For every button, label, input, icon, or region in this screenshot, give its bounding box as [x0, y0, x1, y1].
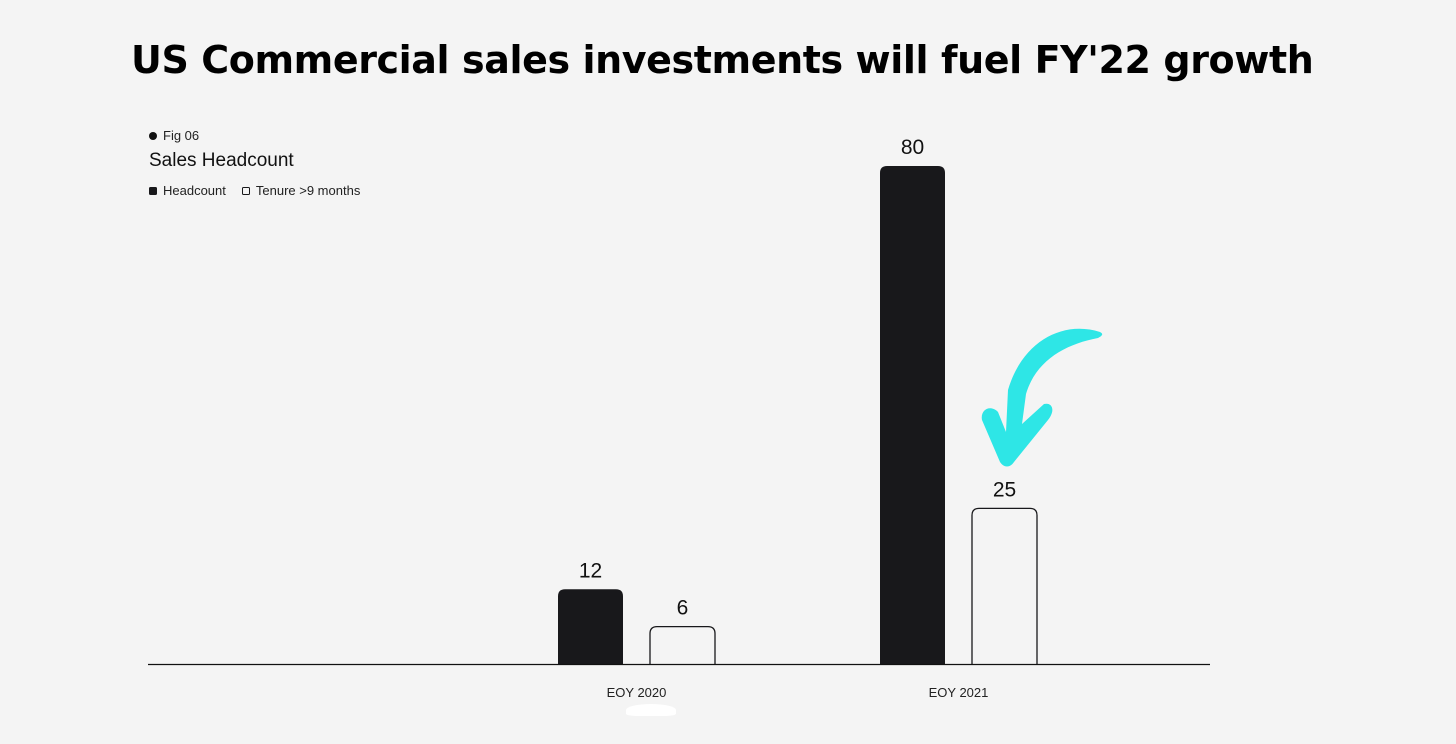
legend-filled-square-icon — [149, 186, 157, 195]
legend-item-tenure: Tenure >9 months — [241, 183, 361, 198]
legend-label-headcount: Headcount — [163, 183, 226, 198]
white-smudge — [626, 704, 676, 716]
x-tick-label: EOY 2020 — [607, 685, 667, 700]
bullet-dot-icon — [149, 131, 157, 140]
legend-item-headcount: Headcount — [149, 183, 226, 198]
bar-headcount-eoy-2021 — [880, 166, 945, 664]
legend-label-tenure: Tenure >9 months — [255, 183, 361, 198]
bar-tenure-eoy-2020 — [649, 626, 716, 664]
chart-legend: Headcount Tenure >9 months — [149, 183, 360, 198]
data-label: 6 — [677, 597, 689, 620]
chart-title: Sales Headcount — [149, 150, 294, 171]
curved-arrow-icon — [981, 328, 1103, 467]
figure-tag: Fig 06 — [149, 128, 199, 143]
data-label: 25 — [993, 478, 1016, 501]
legend-outline-square-icon — [241, 186, 250, 195]
bar-headcount-eoy-2020 — [558, 589, 623, 664]
bar-tenure-eoy-2021 — [971, 507, 1038, 664]
page-headline: US Commercial sales investments will fue… — [131, 38, 1314, 82]
data-label: 12 — [579, 559, 602, 582]
figure-label: Fig 06 — [163, 128, 200, 143]
x-tick-label: EOY 2021 — [929, 685, 989, 700]
data-label: 80 — [901, 136, 924, 159]
